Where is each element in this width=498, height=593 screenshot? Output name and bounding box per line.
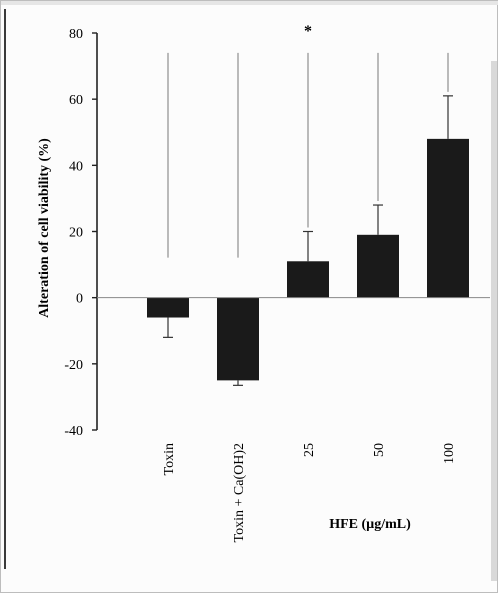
bar — [147, 297, 189, 318]
x-tick-label: Toxin — [162, 443, 177, 475]
x-tick-label: 50 — [372, 443, 387, 457]
bar — [217, 297, 259, 381]
significance-marks: * — [304, 23, 312, 40]
y-tick-label: -40 — [64, 424, 83, 439]
x-tick-label: 25 — [302, 443, 317, 457]
dashed-guides — [167, 52, 449, 258]
bar — [427, 138, 469, 298]
y-tick-label: -20 — [64, 358, 83, 373]
scan-edge-top — [1, 1, 498, 5]
error-bars — [163, 95, 453, 386]
bar — [287, 261, 329, 298]
x-tick-label: 100 — [442, 443, 457, 464]
x-axis-label: HFE (µg/mL) — [329, 517, 411, 532]
y-tick-label: 60 — [69, 93, 83, 108]
y-tick-label: 20 — [69, 226, 83, 241]
scan-edge-left — [4, 9, 6, 569]
scan-edge-right — [491, 61, 497, 581]
y-tick-label: 80 — [69, 27, 83, 42]
y-ticks: 80 60 40 20 0 -20 -40 — [64, 27, 97, 439]
bar — [357, 234, 399, 298]
significance-mark: * — [304, 23, 312, 40]
bars — [147, 138, 469, 381]
y-axis-label: Alteration of cell viability (%) — [37, 138, 52, 318]
x-tick-labels: Toxin Toxin + Ca(OH)2 25 50 100 — [162, 443, 457, 542]
x-tick-label: Toxin + Ca(OH)2 — [232, 443, 247, 542]
y-tick-label: 0 — [76, 292, 83, 307]
y-tick-label: 40 — [69, 159, 83, 174]
